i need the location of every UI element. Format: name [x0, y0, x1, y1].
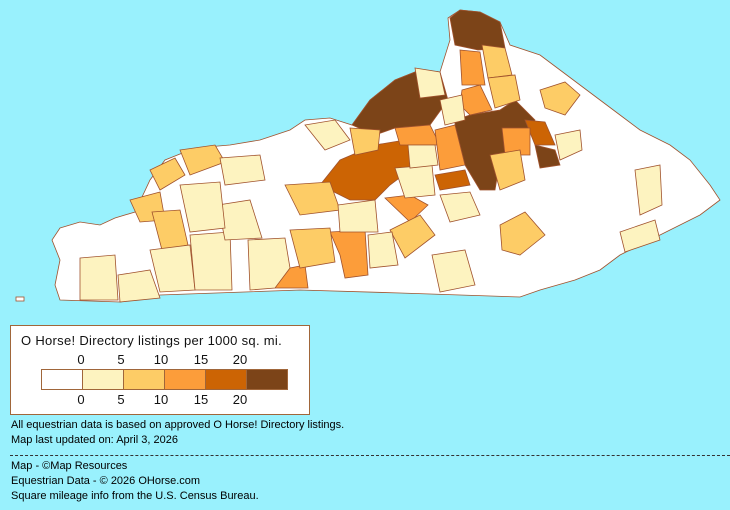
- legend-tick-bottom: 10: [153, 392, 169, 407]
- county[interactable]: [349, 127, 381, 156]
- divider: [10, 455, 730, 456]
- county[interactable]: [117, 269, 161, 303]
- legend-tick-bottom: 5: [117, 392, 125, 407]
- county[interactable]: [434, 124, 466, 171]
- map-legend: O Horse! Directory listings per 1000 sq.…: [10, 325, 310, 415]
- county[interactable]: [219, 154, 266, 186]
- county[interactable]: [247, 237, 291, 291]
- legend-tick-top: 0: [77, 352, 85, 367]
- county[interactable]: [79, 254, 119, 301]
- county[interactable]: [414, 67, 446, 99]
- county[interactable]: [499, 211, 546, 256]
- data-note: All equestrian data is based on approved…: [11, 419, 345, 431]
- kentucky-county-map: [15, 9, 721, 303]
- county[interactable]: [179, 181, 226, 233]
- county[interactable]: [434, 169, 471, 191]
- county[interactable]: [501, 127, 531, 156]
- legend-tick-bottom: 20: [232, 392, 248, 407]
- county[interactable]: [634, 164, 663, 216]
- legend-swatch: [83, 370, 124, 389]
- legend-tick-bottom: 0: [77, 392, 85, 407]
- legend-tick-bottom: 15: [193, 392, 209, 407]
- county[interactable]: [189, 231, 233, 291]
- legend-tick-top: 5: [117, 352, 125, 367]
- county[interactable]: [459, 49, 486, 86]
- county[interactable]: [431, 249, 476, 293]
- county[interactable]: [489, 149, 526, 191]
- last-updated: Map last updated on: April 3, 2026: [11, 434, 178, 446]
- data-credit: Equestrian Data - © 2026 OHorse.com: [11, 475, 201, 487]
- legend-swatch: [42, 370, 83, 389]
- county[interactable]: [534, 144, 561, 169]
- map-credit: Map - ©Map Resources: [11, 460, 128, 472]
- county[interactable]: [619, 219, 661, 253]
- county[interactable]: [337, 199, 379, 233]
- county[interactable]: [407, 144, 439, 169]
- county-island: [15, 296, 25, 302]
- county[interactable]: [487, 74, 521, 109]
- county[interactable]: [439, 94, 466, 126]
- county[interactable]: [554, 129, 583, 161]
- county[interactable]: [449, 9, 506, 51]
- county[interactable]: [539, 81, 581, 116]
- census-credit: Square mileage info from the U.S. Census…: [11, 490, 259, 502]
- legend-swatch: [247, 370, 287, 389]
- legend-swatch: [165, 370, 206, 389]
- county[interactable]: [367, 231, 399, 269]
- county[interactable]: [289, 227, 336, 269]
- county[interactable]: [149, 157, 186, 191]
- legend-color-bar: [41, 369, 288, 390]
- legend-title: O Horse! Directory listings per 1000 sq.…: [21, 333, 283, 348]
- legend-tick-top: 15: [193, 352, 209, 367]
- legend-tick-top: 10: [153, 352, 169, 367]
- county[interactable]: [304, 119, 351, 151]
- legend-swatch: [124, 370, 165, 389]
- county[interactable]: [389, 214, 436, 259]
- legend-tick-top: 20: [232, 352, 248, 367]
- county[interactable]: [524, 119, 556, 146]
- county[interactable]: [384, 194, 429, 223]
- county[interactable]: [439, 191, 481, 223]
- legend-swatch: [206, 370, 247, 389]
